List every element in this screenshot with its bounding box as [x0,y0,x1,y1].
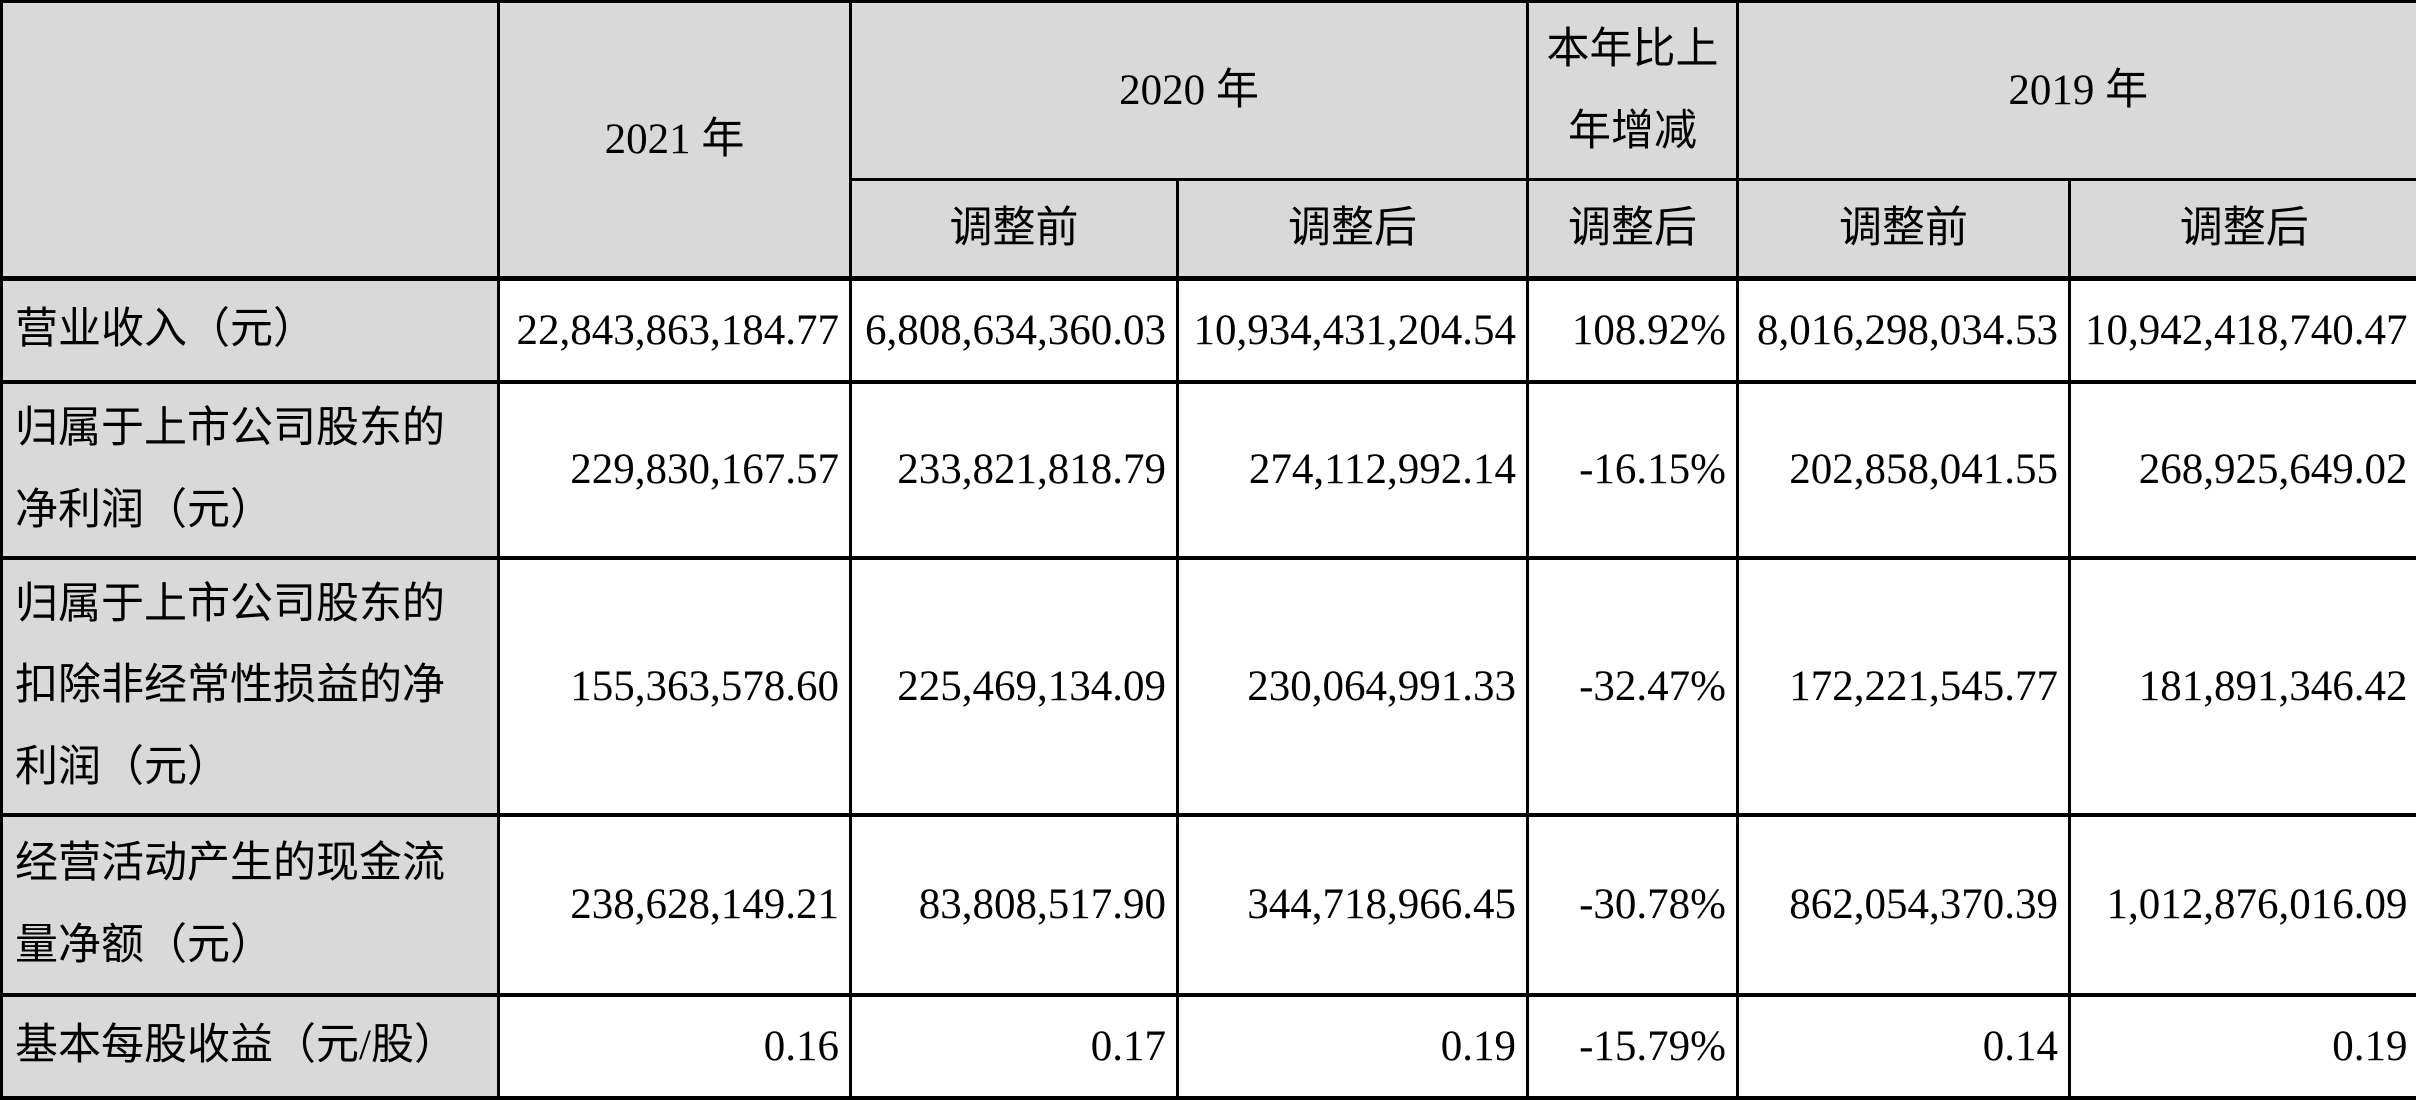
row-label: 营业收入（元） [2,279,499,382]
sub-header-change-post-adjust: 调整后 [1528,180,1738,279]
value-2020-pre: 0.17 [851,995,1178,1098]
year-2020-header: 2020 年 [851,2,1528,180]
year-2021-header: 2021 年 [499,2,851,279]
value-2019-post: 10,942,418,740.47 [2070,279,2416,382]
value-2020-pre: 6,808,634,360.03 [851,279,1178,382]
value-2019-pre: 202,858,041.55 [1738,382,2070,558]
row-label: 归属于上市公司股东的 净利润（元） [2,382,499,558]
table-row-basic-eps: 基本每股收益（元/股） 0.16 0.17 0.19 -15.79% 0.14 … [2,995,2416,1098]
value-2020-post: 10,934,431,204.54 [1178,279,1528,382]
value-yoy-change: 108.92% [1528,279,1738,382]
value-2021: 155,363,578.60 [499,558,851,815]
table-row-net-profit: 归属于上市公司股东的 净利润（元） 229,830,167.57 233,821… [2,382,2416,558]
value-2020-post: 274,112,992.14 [1178,382,1528,558]
sub-header-2020-pre-adjust: 调整前 [851,180,1178,279]
row-label: 归属于上市公司股东的 扣除非经常性损益的净 利润（元） [2,558,499,815]
sub-header-2019-post-adjust: 调整后 [2070,180,2416,279]
value-yoy-change: -30.78% [1528,815,1738,995]
header-row-years: 2021 年 2020 年 本年比上 年增减 2019 年 [2,2,2416,180]
value-2021: 238,628,149.21 [499,815,851,995]
value-2021: 22,843,863,184.77 [499,279,851,382]
value-2020-post: 344,718,966.45 [1178,815,1528,995]
table-row-operating-cash-flow: 经营活动产生的现金流 量净额（元） 238,628,149.21 83,808,… [2,815,2416,995]
table-header: 2021 年 2020 年 本年比上 年增减 2019 年 调整前 调整后 调整… [2,2,2416,279]
sub-header-2020-post-adjust: 调整后 [1178,180,1528,279]
value-2019-pre: 8,016,298,034.53 [1738,279,2070,382]
value-2021: 229,830,167.57 [499,382,851,558]
table-row-revenue: 营业收入（元） 22,843,863,184.77 6,808,634,360.… [2,279,2416,382]
value-2019-post: 0.19 [2070,995,2416,1098]
value-2019-pre: 172,221,545.77 [1738,558,2070,815]
row-label: 基本每股收益（元/股） [2,995,499,1098]
corner-header-cell [2,2,499,279]
value-2020-post: 230,064,991.33 [1178,558,1528,815]
value-2021: 0.16 [499,995,851,1098]
value-yoy-change: -16.15% [1528,382,1738,558]
value-2019-post: 181,891,346.42 [2070,558,2416,815]
value-2020-pre: 225,469,134.09 [851,558,1178,815]
value-yoy-change: -32.47% [1528,558,1738,815]
value-2019-pre: 0.14 [1738,995,2070,1098]
table-body: 营业收入（元） 22,843,863,184.77 6,808,634,360.… [2,279,2416,1098]
yoy-change-header: 本年比上 年增减 [1528,2,1738,180]
value-2019-pre: 862,054,370.39 [1738,815,2070,995]
row-label: 经营活动产生的现金流 量净额（元） [2,815,499,995]
value-2020-post: 0.19 [1178,995,1528,1098]
value-2020-pre: 233,821,818.79 [851,382,1178,558]
table-row-net-profit-excl-nonrecurring: 归属于上市公司股东的 扣除非经常性损益的净 利润（元） 155,363,578.… [2,558,2416,815]
year-2019-header: 2019 年 [1738,2,2416,180]
value-yoy-change: -15.79% [1528,995,1738,1098]
value-2019-post: 1,012,876,016.09 [2070,815,2416,995]
value-2019-post: 268,925,649.02 [2070,382,2416,558]
sub-header-2019-pre-adjust: 调整前 [1738,180,2070,279]
value-2020-pre: 83,808,517.90 [851,815,1178,995]
